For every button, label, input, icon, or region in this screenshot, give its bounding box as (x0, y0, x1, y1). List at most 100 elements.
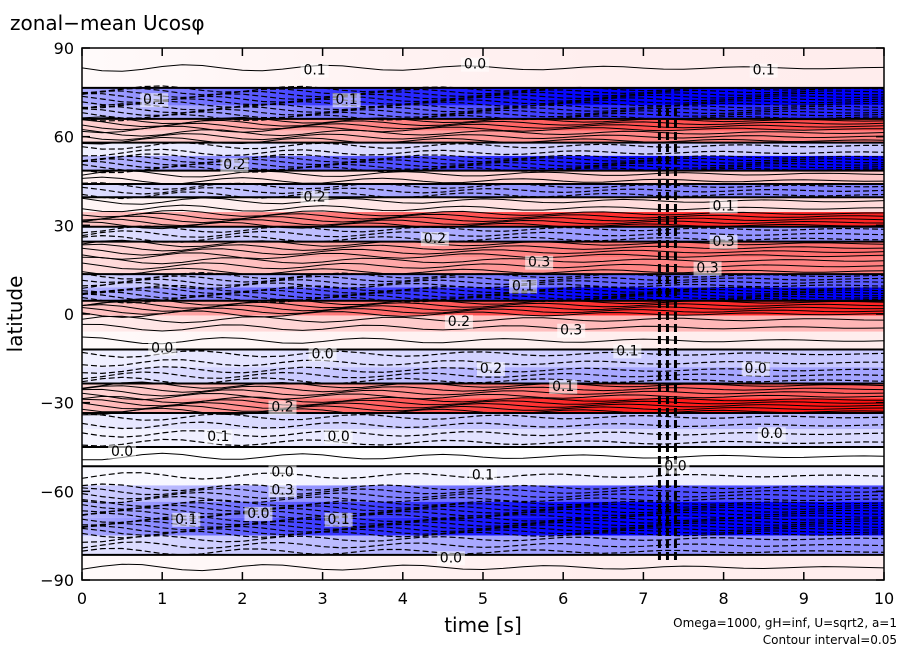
positive-contour-line (82, 267, 884, 276)
contour-label-bg (140, 93, 169, 108)
contour-label: 0.1 (207, 429, 229, 445)
positive-contour-line (82, 218, 884, 227)
negative-contour-line (82, 225, 884, 234)
positive-contour-line (82, 304, 884, 312)
contour-label-bg (420, 232, 449, 247)
x-tick-label: 2 (237, 589, 247, 608)
y-tick-label: −90 (40, 571, 74, 590)
positive-contour-line (82, 122, 884, 131)
positive-contour-line (82, 404, 884, 413)
negative-contour-line (82, 509, 884, 518)
x-tick-label: 5 (478, 589, 488, 608)
contour-label-bg (172, 512, 201, 527)
negative-contour-line (82, 275, 884, 284)
contour-label: 0.0 (761, 426, 783, 442)
contour-label-bg (268, 400, 297, 415)
contour-label: 0.0 (247, 506, 269, 522)
x-axis: 0 1 2 3 4 5 6 7 8 9 10 (77, 48, 894, 608)
contour-label: 0.1 (616, 343, 638, 359)
contour-band (82, 197, 884, 213)
positive-contour-line (82, 298, 884, 306)
negative-contour-line (82, 495, 884, 504)
contour-label: 0.0 (664, 459, 686, 475)
negative-contour-line (82, 515, 884, 524)
negative-contour-line (82, 504, 884, 513)
negative-contour-line (82, 520, 884, 529)
negative-contour-line (82, 191, 884, 200)
negative-contour-line (82, 527, 884, 536)
parameters-note: Omega=1000, gH=inf, U=sqrt2, a=1 (673, 616, 897, 630)
y-tick-label: 30 (54, 216, 74, 235)
positive-contour-line (82, 336, 884, 345)
negative-contour-line (82, 186, 884, 195)
contour-label-bg (661, 459, 690, 474)
contour-band (82, 226, 884, 242)
contour-band (82, 257, 884, 275)
contour-label: 0.0 (745, 361, 767, 377)
negative-contour-line (82, 288, 884, 297)
positive-contour-line (82, 401, 884, 410)
contour-label: 0.3 (712, 234, 734, 250)
contour-label-bg (757, 427, 786, 442)
contour-label: 0.1 (336, 92, 358, 108)
negative-contour-line (82, 113, 884, 122)
negative-contour-line (82, 158, 884, 166)
contour-label-bg (300, 190, 329, 205)
contour-band (82, 212, 884, 227)
positive-contour-line (82, 243, 884, 252)
y-tick-label: −60 (40, 482, 74, 501)
positive-contour-line (82, 563, 884, 572)
contour-band (82, 429, 884, 447)
contour-band (82, 118, 884, 131)
contour-label-bg (324, 430, 353, 445)
positive-contour-line (82, 315, 884, 324)
contour-label-bg (460, 57, 489, 72)
negative-contour-line (82, 512, 884, 521)
negative-contour-line (82, 491, 884, 500)
positive-contour-line (82, 239, 884, 248)
contour-label: 0.0 (271, 465, 293, 481)
y-tick-label: 90 (54, 39, 74, 58)
positive-contour-line (82, 197, 884, 205)
contour-label-bg (709, 235, 738, 250)
contour-label: 0.0 (440, 550, 462, 566)
contour-band (82, 501, 884, 518)
plot-area: 0.0 0.1 0.1 0.1 0.1 0.2 0.2 0.1 0.2 0.3 0.3 0.3 0.1 0… (82, 48, 884, 580)
negative-contour-line (82, 483, 884, 492)
x-tick-label: 0 (77, 589, 87, 608)
positive-contour-line (82, 388, 884, 397)
negative-contour-line (82, 541, 884, 550)
positive-contour-line (82, 204, 884, 213)
positive-contour-line (82, 452, 884, 461)
negative-contour-line (82, 438, 884, 447)
negative-contour-line (82, 111, 884, 119)
x-tick-label: 7 (638, 589, 648, 608)
contour-label: 0.2 (480, 361, 502, 377)
x-axis-label: time [s] (444, 613, 522, 637)
contour-interval-note: Contour interval=0.05 (763, 633, 897, 647)
negative-contour-line (82, 163, 884, 171)
contour-label: 0.1 (328, 512, 350, 528)
contour-label-bg (108, 444, 137, 459)
positive-contour-line (82, 323, 884, 332)
negative-contour-line (82, 182, 884, 191)
contour-label: 0.2 (424, 231, 446, 247)
negative-contour-line (82, 98, 884, 106)
negative-contour-line (82, 103, 884, 111)
contour-label-bg (477, 362, 506, 377)
contour-label-bg (525, 255, 554, 270)
negative-contour-line (82, 281, 884, 290)
contour-label: 0.1 (753, 63, 775, 79)
negative-contour-line (82, 95, 884, 104)
contour-label: 0.3 (271, 482, 293, 498)
negative-contour-line (82, 487, 884, 496)
negative-contour-line (82, 295, 884, 304)
contour-label: 0.2 (271, 400, 293, 416)
negative-contour-line (82, 547, 884, 556)
positive-contour-line (82, 169, 884, 178)
negative-contour-line (82, 421, 884, 430)
contour-label-bg (444, 314, 473, 329)
positive-contour-line (82, 385, 884, 393)
negative-contour-line (82, 286, 884, 295)
contour-label: 0.1 (303, 63, 325, 79)
